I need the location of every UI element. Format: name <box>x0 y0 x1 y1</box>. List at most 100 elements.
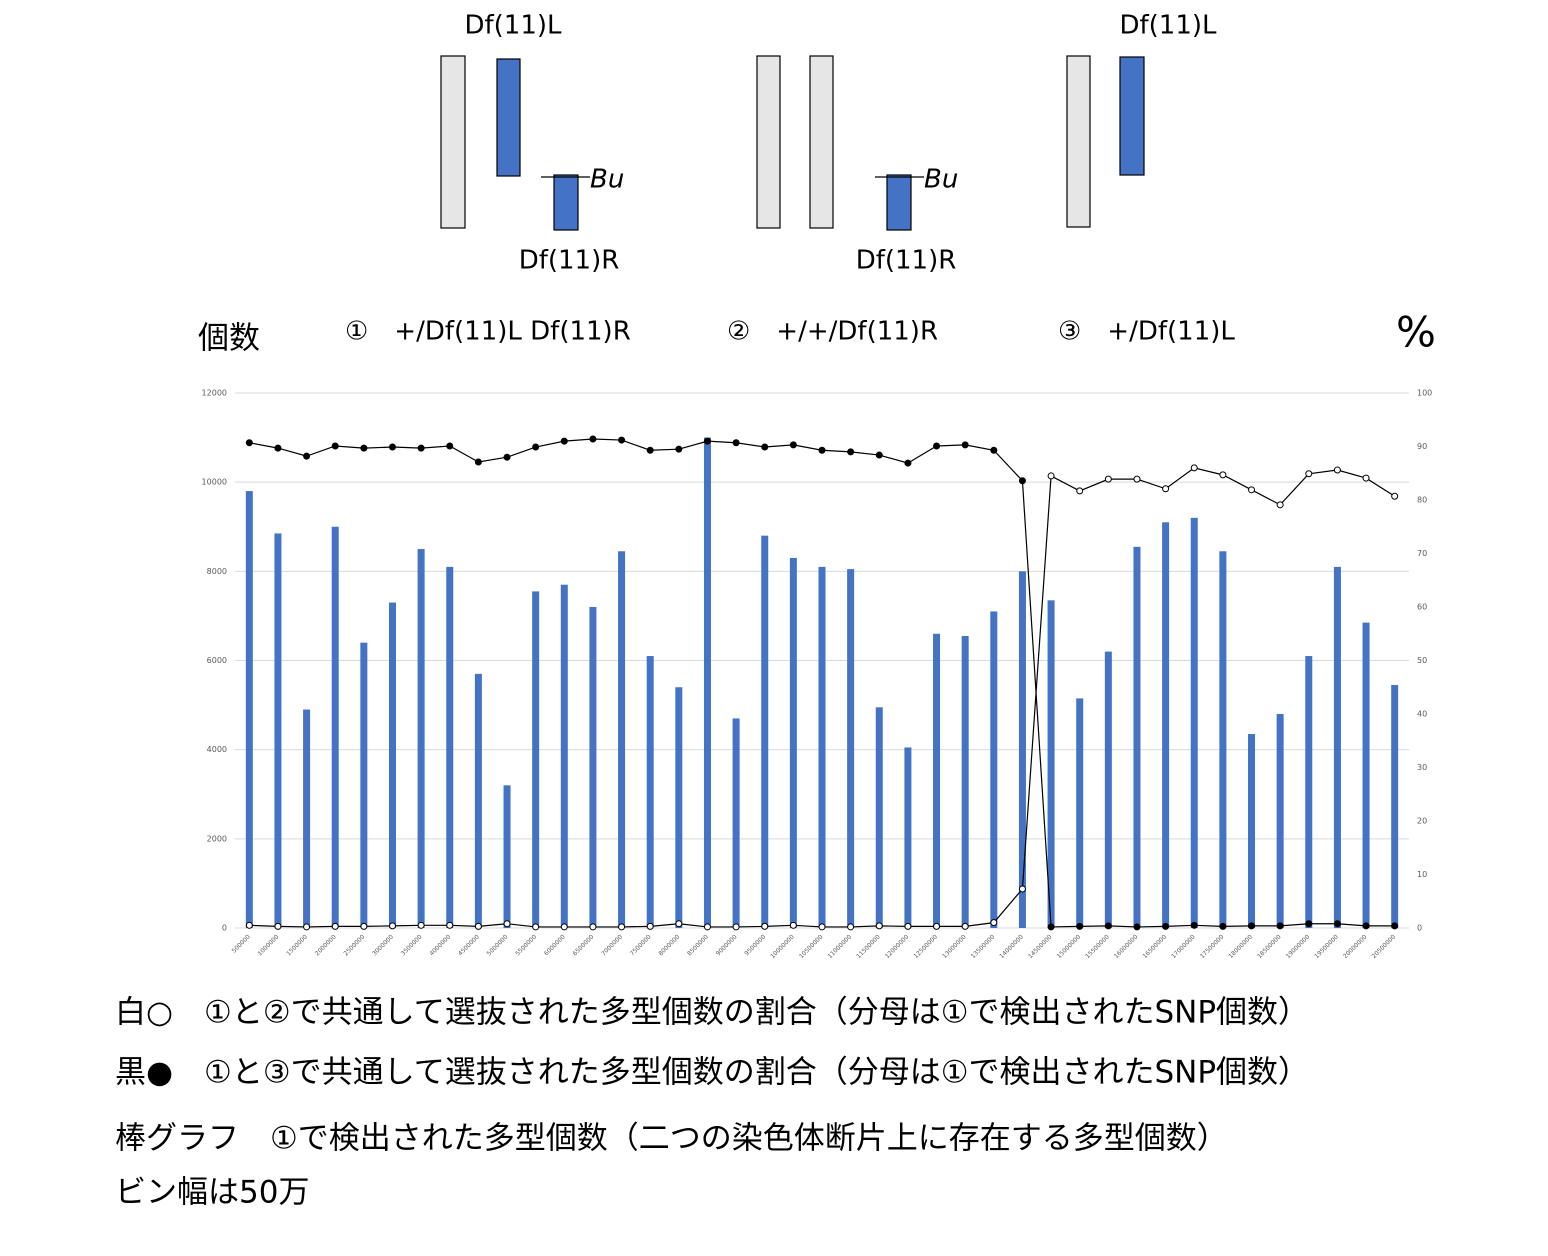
point <box>474 922 482 930</box>
bar <box>474 673 482 928</box>
point <box>1133 923 1141 931</box>
point <box>990 446 998 454</box>
point <box>618 923 626 931</box>
point <box>1076 487 1084 495</box>
bar <box>789 557 797 928</box>
point <box>532 923 540 931</box>
point <box>331 442 339 450</box>
bar <box>761 535 769 928</box>
x-tick-label: 9500000 <box>743 933 767 957</box>
x-tick-label: 15500000 <box>1084 933 1111 960</box>
y2-tick-label: 0 <box>1417 924 1422 933</box>
bar <box>1305 656 1313 928</box>
point <box>1104 922 1112 930</box>
y2-tick-label: 70 <box>1417 549 1427 558</box>
y-tick-label: 6000 <box>207 656 227 665</box>
x-tick-label: 17000000 <box>1170 933 1197 960</box>
y2-tick-label: 20 <box>1417 817 1427 826</box>
point <box>618 436 626 444</box>
point <box>933 922 941 930</box>
x-tick-label: 17500000 <box>1199 933 1226 960</box>
point <box>990 919 998 927</box>
plot: 0 2000 4000 6000 8000 10000 12000 0 10 20 30 40 50 60… <box>202 389 1433 961</box>
point <box>589 435 597 443</box>
point <box>875 922 883 930</box>
point <box>789 441 797 449</box>
bar <box>532 591 540 928</box>
y-tick-label: 8000 <box>207 567 227 576</box>
x-tick-label: 5000000 <box>486 933 510 957</box>
note: 黒● ①と③で共通して選抜された多型個数の割合（分母は①で検出されたSNP個数） <box>115 1055 1309 1091</box>
y2-tick-label: 100 <box>1417 389 1432 398</box>
point <box>875 451 883 459</box>
x-tick-label: 11000000 <box>827 933 854 960</box>
x-tick-label: 13500000 <box>970 933 997 960</box>
point <box>446 442 454 450</box>
label: Df(11)L <box>1119 11 1217 41</box>
fragment <box>553 174 579 231</box>
point <box>1219 922 1227 930</box>
x-tick-label: 4500000 <box>457 933 481 957</box>
bar <box>388 602 396 928</box>
point <box>1190 921 1198 929</box>
bar <box>961 635 969 928</box>
point <box>360 444 368 452</box>
x-tick-label: 6000000 <box>543 933 567 957</box>
x-tick-label: 8500000 <box>686 933 710 957</box>
label: Df(11)R <box>856 246 957 276</box>
diagram: Df(11)L Bu Df(11)R Bu Df(11)R Df(11)L <box>440 11 1217 276</box>
bar <box>589 607 597 928</box>
bar <box>360 642 368 928</box>
label: Df(11)L <box>464 11 562 41</box>
point <box>675 920 683 928</box>
bar <box>1248 734 1256 928</box>
point <box>1104 475 1112 483</box>
point <box>1305 920 1313 928</box>
point <box>446 921 454 929</box>
y2-tick-label: 50 <box>1417 656 1427 665</box>
point <box>961 441 969 449</box>
point <box>1047 472 1055 480</box>
y-axis-label: 個数 <box>198 321 260 357</box>
chromosome <box>1066 55 1091 228</box>
point <box>732 439 740 447</box>
fragment <box>496 58 521 177</box>
point <box>904 922 912 930</box>
point <box>761 443 769 451</box>
point <box>818 923 826 931</box>
bar <box>933 633 941 928</box>
y-tick-label: 4000 <box>207 745 227 754</box>
bar <box>732 718 740 928</box>
point <box>818 446 826 454</box>
point <box>961 922 969 930</box>
point <box>360 922 368 930</box>
point <box>703 437 711 445</box>
point <box>1391 492 1399 500</box>
y2-tick-label: 40 <box>1417 710 1427 719</box>
header: ③ +/Df(11)L <box>1058 317 1235 347</box>
point <box>1333 920 1341 928</box>
point <box>1018 885 1026 893</box>
point <box>331 922 339 930</box>
y2-tick-label: 80 <box>1417 496 1427 505</box>
bar <box>1190 517 1198 928</box>
y-tick-label: 2000 <box>207 834 227 843</box>
note: 棒グラフ ①で検出された多型個数（二つの染色体断片上に存在する多型個数） <box>115 1121 1228 1157</box>
y2-axis-label: % <box>1396 308 1436 357</box>
point <box>474 458 482 466</box>
y2-tick-label: 10 <box>1417 870 1427 879</box>
x-tick-label: 16500000 <box>1142 933 1169 960</box>
point <box>245 921 253 929</box>
point <box>417 921 425 929</box>
point <box>761 922 769 930</box>
point <box>1190 464 1198 472</box>
x-tick-label: 19000000 <box>1285 933 1312 960</box>
header: ② +/+/Df(11)R <box>727 317 938 347</box>
bar <box>331 526 339 928</box>
note: ビン幅は50万 <box>115 1175 309 1211</box>
chromosome <box>440 55 466 229</box>
point <box>1219 471 1227 479</box>
point <box>1362 922 1370 930</box>
